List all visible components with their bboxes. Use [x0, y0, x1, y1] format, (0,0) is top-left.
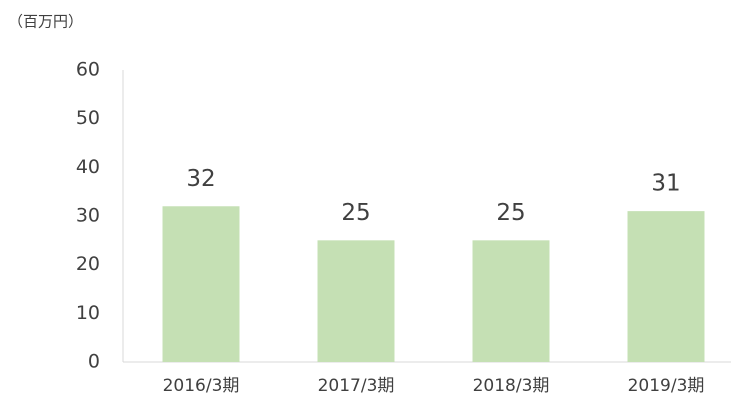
y-tick-label: 40: [76, 156, 100, 178]
data-label: 31: [651, 171, 680, 197]
data-label: 25: [496, 200, 525, 226]
bar: [472, 240, 550, 362]
bar: [317, 240, 395, 362]
x-tick-label: 2018/3期: [473, 376, 550, 396]
x-tick-label: 2019/3期: [628, 376, 705, 396]
y-tick-label: 20: [76, 253, 100, 275]
x-tick-label: 2016/3期: [163, 376, 240, 396]
unit-label: （百万円）: [8, 13, 83, 31]
y-tick-label: 60: [76, 59, 100, 81]
y-tick-label: 10: [76, 302, 100, 324]
y-tick-label: 0: [88, 351, 100, 373]
y-tick-label: 30: [76, 205, 100, 227]
data-label: 25: [341, 200, 370, 226]
x-tick-label: 2017/3期: [318, 376, 395, 396]
bar: [162, 206, 240, 362]
data-label: 32: [186, 166, 215, 192]
bar: [627, 211, 705, 362]
y-tick-label: 50: [76, 107, 100, 129]
